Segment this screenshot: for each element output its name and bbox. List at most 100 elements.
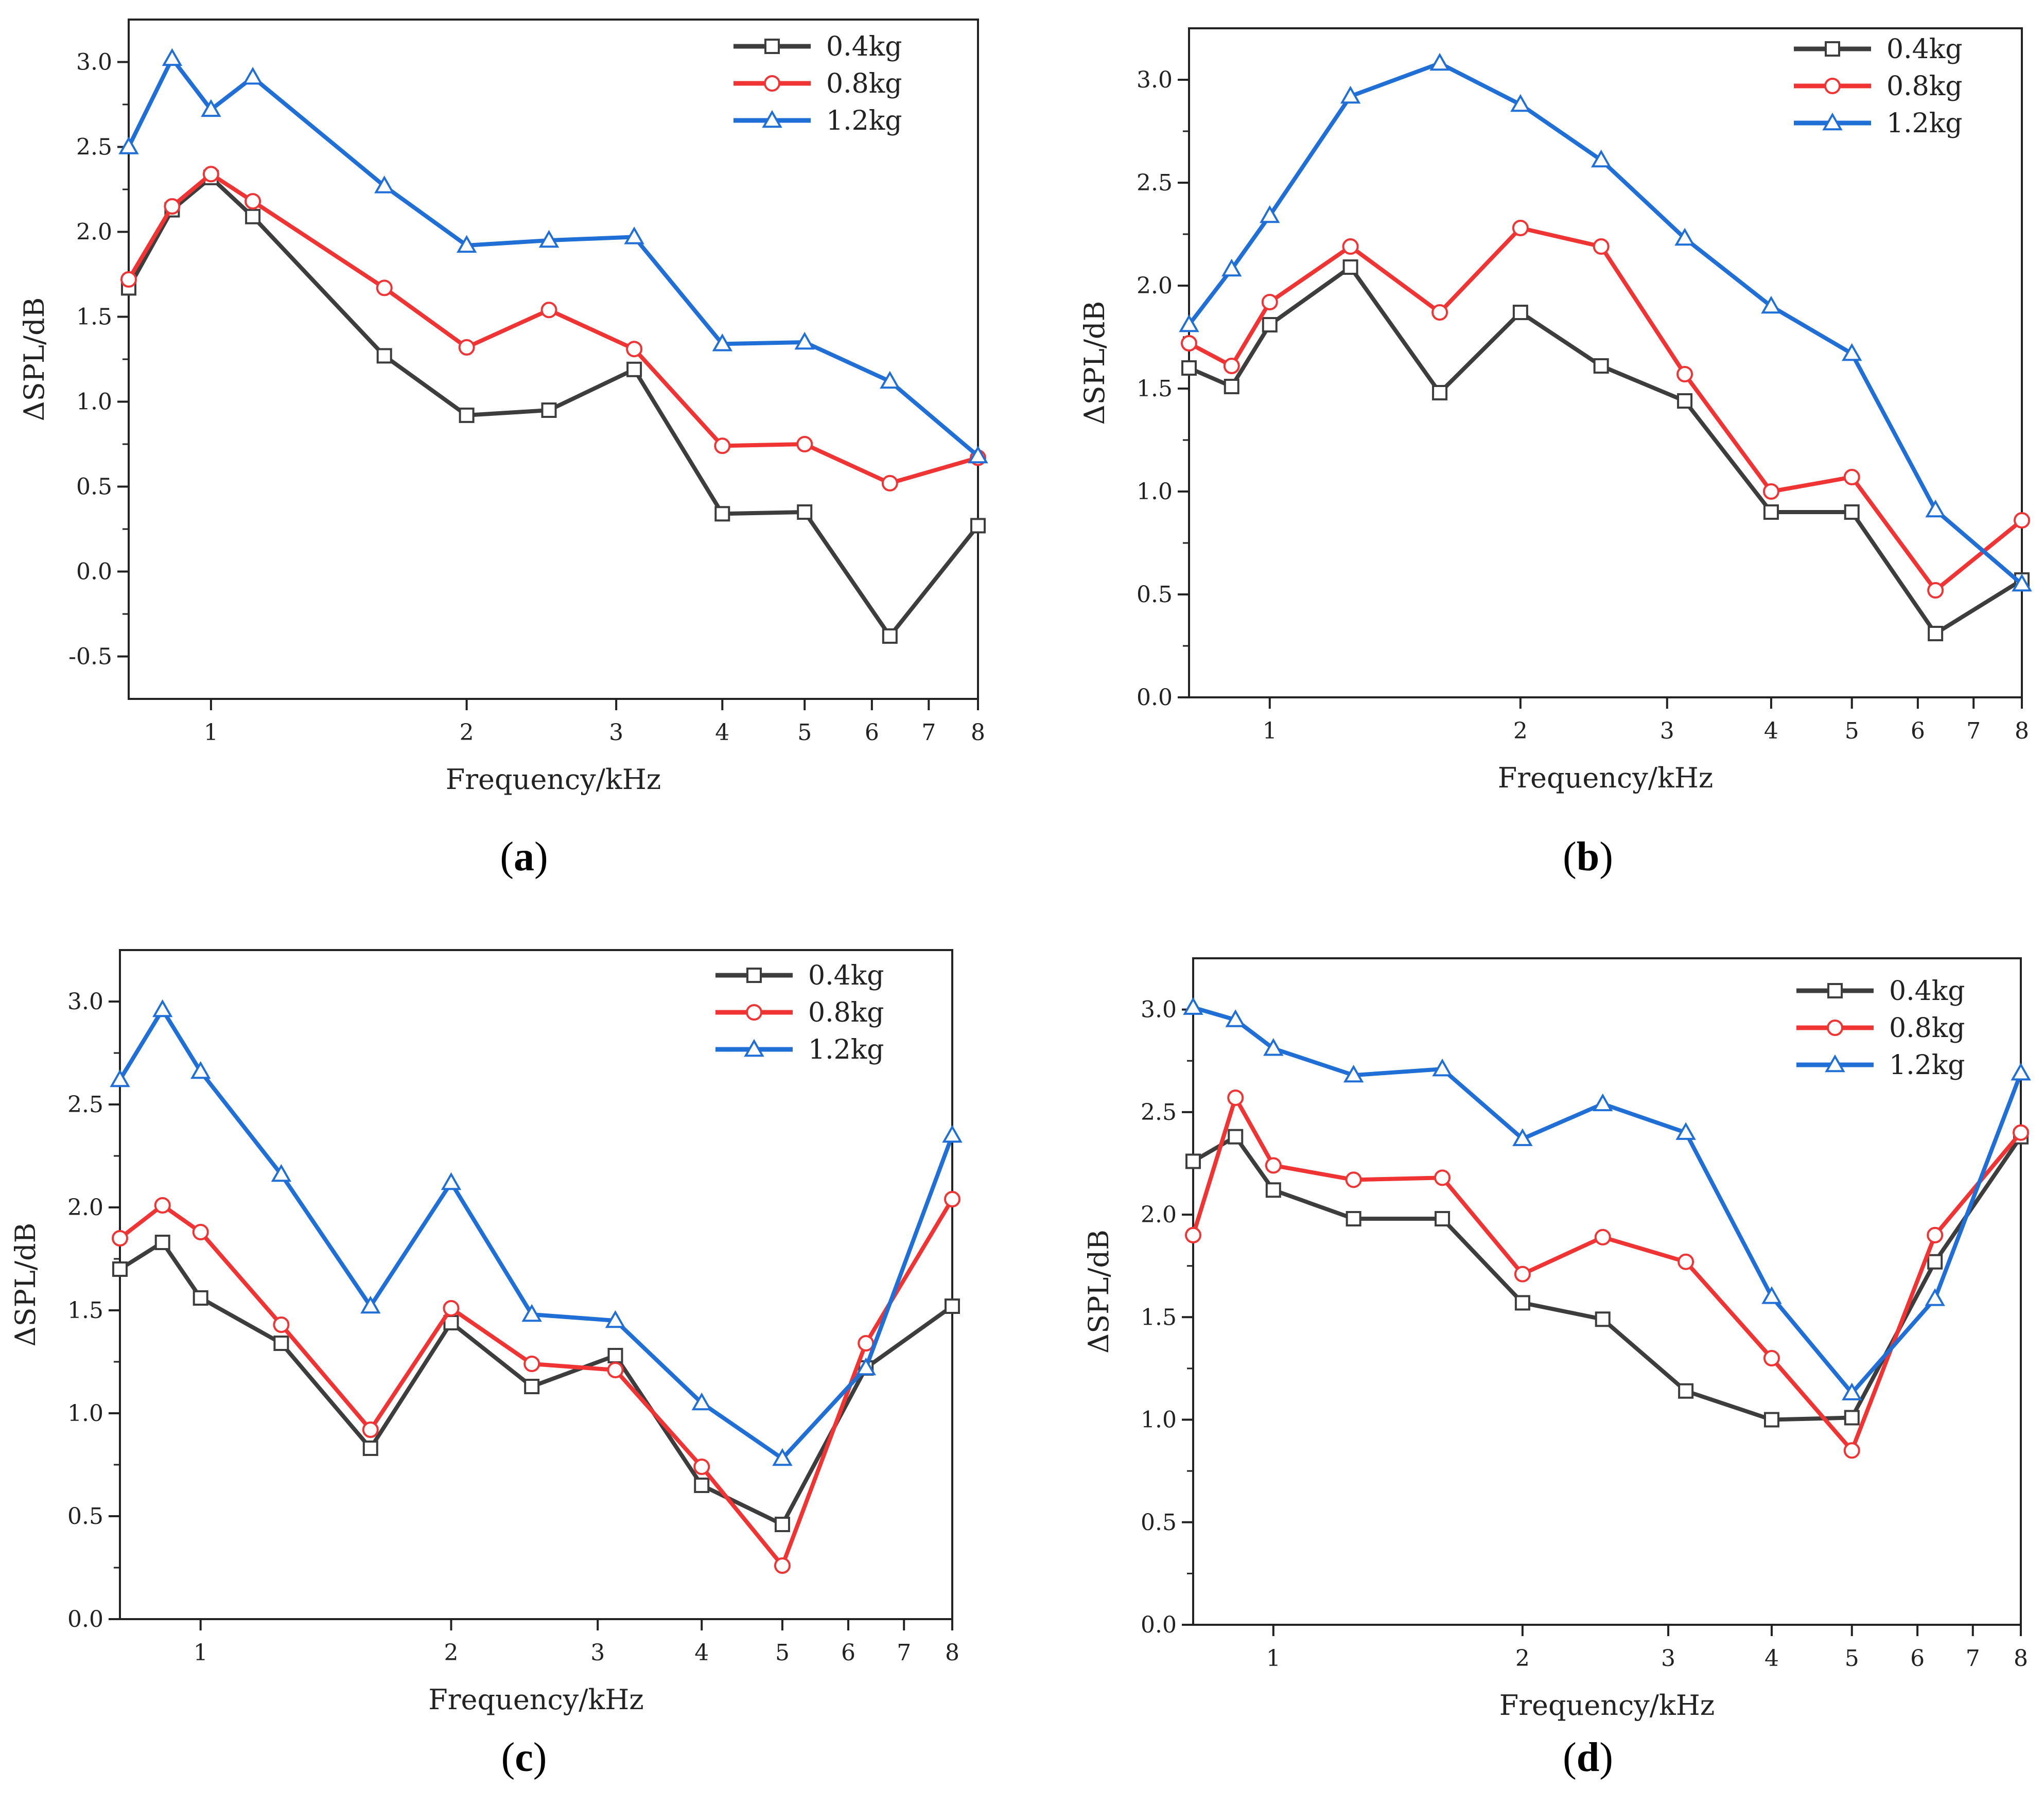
data-point-0.4kg [376,348,392,364]
y-tick-label: 3.0 [76,49,112,76]
legend-label-0.4kg: 0.4kg [808,960,884,991]
y-tick-label: 3.0 [1141,997,1177,1023]
legend-marker-1.2kg [1822,112,1843,131]
caption-d-letter: d [1576,1735,1600,1780]
data-point-1.2kg [1340,85,1361,104]
data-point-0.8kg [376,279,393,296]
series-line-0.8kg [127,172,979,485]
series-0.4kg [1185,1129,2029,1428]
plot-frame [119,949,953,1620]
series-line-0.8kg [1191,1095,2023,1453]
data-point-0.4kg [1346,1211,1361,1227]
caption-c-close: ) [533,1735,547,1780]
data-point-0.8kg [164,198,181,215]
x-tick-label: 7 [1966,718,1981,744]
data-point-0.8kg [154,1197,171,1214]
data-point-0.8kg [1342,238,1359,255]
series-0.8kg [1185,1089,2029,1459]
data-point-0.4kg [714,506,730,522]
data-point-1.2kg [1432,1058,1453,1077]
series-line-1.2kg [118,1008,954,1461]
data-point-0.4kg [1928,626,1944,641]
caption-a-close: ) [534,834,548,880]
series-0.8kg [112,1191,960,1574]
chart-c: 0.0 0.5 1.0 1.5 2.0 2.5 3.0 1 2 3 4 5 6 7 8 Frequency/k… [9,949,963,1716]
x-tick-label: 6 [865,719,879,746]
caption-b-close: ) [1599,834,1613,880]
data-point-1.2kg [1674,227,1695,246]
data-point-0.4kg [882,628,898,644]
x-tick-label: 8 [945,1640,959,1666]
y-axis-title: ΔSPL/dB [9,1223,42,1347]
data-point-0.8kg [1223,358,1240,374]
data-point-1.2kg [190,1061,211,1079]
data-point-0.4kg [1435,1211,1451,1227]
x-axis-title: Frequency/kHz [446,763,661,796]
data-point-0.4kg [1265,1182,1281,1198]
data-point-1.2kg [1591,149,1612,168]
y-axis-title: ΔSPL/dB [1082,1230,1115,1354]
data-point-0.4kg [362,1441,378,1456]
data-point-0.4kg [112,1261,128,1277]
data-point-0.4kg [1844,1410,1860,1426]
data-point-1.2kg [374,175,395,194]
data-point-0.4kg [1342,259,1358,275]
y-tick-label: 2.5 [1137,170,1173,196]
y-tick-label: 1.0 [1137,479,1173,505]
legend: 0.4kg 0.8kg 1.2kg [1794,34,1963,139]
series-line-0.4kg [1192,1134,2023,1422]
x-tick-label: 2 [444,1640,458,1666]
legend: 0.4kg 0.8kg 1.2kg [715,960,884,1065]
x-tick-label: 3 [609,719,623,746]
legend: 0.4kg 0.8kg 1.2kg [733,31,902,136]
data-point-1.2kg [1225,1009,1246,1027]
y-tick-label: 1.5 [76,304,112,330]
x-tick-label: 3 [1661,1645,1675,1672]
caption-c-letter: c [515,1735,533,1780]
data-point-1.2kg [942,1125,963,1143]
legend-marker-1.2kg [762,110,782,128]
chart-a: -0.5 0.0 0.5 1.0 1.5 2.0 2.5 3.0 1 2 3 4 5 6 7 8 Frequen… [18,19,988,796]
x-tick-label: 3 [590,1640,605,1666]
data-point-1.2kg [242,66,263,85]
data-point-0.8kg [1676,366,1693,382]
data-point-0.8kg [458,339,475,356]
data-point-1.2kg [1842,1382,1862,1400]
data-point-1.2kg [855,1357,876,1376]
legend-marker-0.8kg [764,75,780,92]
data-point-1.2kg [1179,314,1199,332]
data-point-0.8kg [523,1356,540,1372]
x-tick-label: 6 [1911,718,1925,744]
data-point-0.4kg [245,208,261,224]
x-tick-label: 1 [1266,1645,1281,1672]
legend-label-0.8kg: 0.8kg [1886,71,1963,102]
data-point-1.2kg [2011,1062,2031,1081]
data-point-0.4kg [1228,1129,1244,1145]
legend-marker-0.4kg [764,39,780,54]
data-point-1.2kg [1512,1128,1533,1146]
y-tick-label: -0.5 [68,644,112,670]
data-point-1.2kg [1675,1122,1696,1140]
data-point-1.2kg [162,48,183,66]
y-tick-label: 1.5 [1141,1304,1177,1330]
data-point-1.2kg [360,1295,381,1314]
x-axis-title: Frequency/kHz [1499,1689,1715,1722]
data-point-0.4kg [273,1336,289,1351]
data-point-0.8kg [607,1362,624,1378]
data-point-0.8kg [1265,1157,1282,1174]
data-point-0.8kg [1843,469,1860,485]
data-point-0.8kg [2013,1124,2029,1141]
data-point-0.4kg [694,1478,710,1493]
data-point-0.8kg [626,341,643,358]
data-point-0.4kg [1844,504,1860,520]
x-axis-title: Frequency/kHz [1498,762,1714,794]
data-point-0.8kg [2014,512,2030,529]
x-axis-title: Frequency/kHz [428,1683,644,1716]
data-point-0.8kg [881,475,898,492]
legend-marker-0.8kg [1827,1020,1843,1036]
legend-label-1.2kg: 1.2kg [808,1034,884,1065]
data-point-1.2kg [1842,343,1862,361]
x-tick-label: 1 [194,1640,208,1666]
data-point-1.2kg [201,99,221,117]
legend-label-0.8kg: 0.8kg [808,997,884,1028]
